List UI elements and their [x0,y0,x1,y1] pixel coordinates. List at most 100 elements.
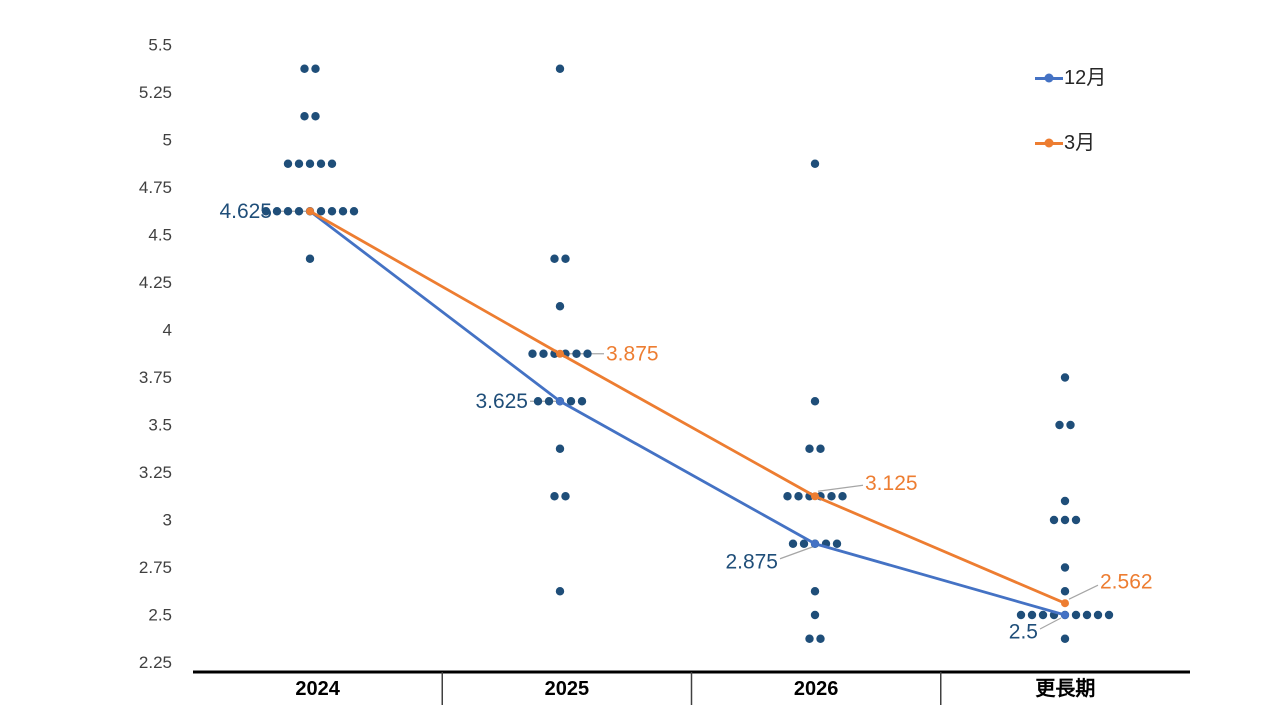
projection-dot [555,587,565,596]
projection-dot [827,492,836,501]
projection-dot [577,397,587,406]
y-axis-tick-label: 2.75 [139,558,172,577]
projection-dot [550,254,559,263]
y-axis-tick-label: 5 [163,131,172,150]
projection-dot [799,539,809,548]
median-point-3月 [306,207,314,216]
x-category-label: 更長期 [1035,677,1095,700]
projection-dot [805,444,814,453]
projection-dot [1071,610,1081,620]
projection-dot [1016,610,1026,620]
median-value-label-12月: 4.625 [219,200,272,223]
projection-dot [1066,420,1075,430]
projection-dot [1038,610,1048,620]
y-axis-tick-label: 5.5 [148,36,172,55]
projection-dot [794,492,803,501]
median-point-3月 [1061,599,1069,608]
median-value-label-3月: 2.562 [1100,571,1153,594]
projection-dot [544,397,554,406]
projection-dot [810,587,820,596]
y-axis-tick-label: 5.25 [139,83,172,102]
projection-dot [1049,515,1059,525]
projection-dot [533,397,543,406]
projection-dot [816,634,825,643]
projection-dot [810,610,820,620]
projection-dot [1060,634,1070,643]
projection-dot [583,349,592,358]
projection-dot [316,207,326,216]
y-axis-tick-label: 4.5 [148,226,172,245]
projection-dot [1060,563,1070,572]
projection-dot [327,159,337,168]
legend-line-marker-icon [1035,76,1063,80]
projection-dot [1055,420,1064,430]
projection-dot [805,634,814,643]
median-value-label-12月: 2.5 [1009,621,1038,644]
y-axis-tick-label: 2.5 [148,606,172,625]
median-value-label-12月: 2.875 [725,550,778,573]
projection-dot [1082,610,1092,620]
legend-item-march[interactable]: 3月 [1035,130,1095,156]
y-axis-tick-label: 3 [163,511,172,530]
legend-label-december: 12月 [1064,67,1107,89]
x-category-label: 2024 [295,678,340,700]
projection-dot [1060,587,1070,596]
y-axis-tick-label: 3.25 [139,463,172,482]
y-axis-tick-label: 4.75 [139,178,172,197]
projection-dot [838,492,847,501]
projection-dot [283,207,293,216]
data-label-leader-line [779,546,814,560]
y-axis-tick-label: 3.5 [148,416,172,435]
projection-dot [349,207,359,216]
projection-dot [539,349,548,358]
projection-dot [555,444,565,453]
median-line-3月[interactable] [309,210,1066,605]
median-line-12月[interactable] [309,210,1066,617]
median-point-3月 [811,492,819,501]
median-value-label-12月: 3.625 [475,390,528,413]
projection-dot [810,397,820,406]
projection-dot [1060,373,1070,382]
y-axis-tick-label: 3.75 [139,368,172,387]
y-axis-tick-label: 2.25 [139,653,172,672]
data-label-leader-line [1068,584,1099,600]
projection-dot [1060,515,1070,525]
x-category-label: 2026 [794,678,839,700]
projection-dot [1060,496,1070,506]
projection-dot [1093,610,1103,620]
legend-item-december[interactable]: 12月 [1035,65,1106,91]
projection-dot [555,64,565,73]
projection-dot [327,207,337,216]
projection-dot [1071,515,1081,525]
projection-dot [272,207,282,216]
median-value-label-3月: 3.875 [606,342,659,365]
x-category-label: 2025 [545,678,590,700]
projection-dot [788,539,798,548]
projection-dot [261,207,271,216]
projection-dot [305,254,315,263]
projection-dot [300,112,309,121]
projection-dot [316,159,326,168]
median-point-3月 [556,349,564,358]
data-label-leader-line [817,484,864,492]
median-point-12月 [1061,611,1069,619]
projection-dot [783,492,792,501]
projection-dot [1104,610,1114,620]
projection-dot [338,207,348,216]
projection-dot [810,159,820,168]
projection-dot [566,397,576,406]
projection-dot [294,207,304,216]
legend-label-march: 3月 [1064,132,1096,154]
projection-dot [311,64,320,73]
median-point-12月 [811,539,819,548]
median-point-12月 [556,397,564,406]
projection-dot [572,349,581,358]
projection-dot [305,159,315,168]
legend-line-marker-icon [1035,141,1063,145]
projection-dot [528,349,537,358]
data-label-leader-line [1039,617,1062,630]
projection-dot [561,492,570,501]
median-value-label-3月: 3.125 [865,472,918,495]
